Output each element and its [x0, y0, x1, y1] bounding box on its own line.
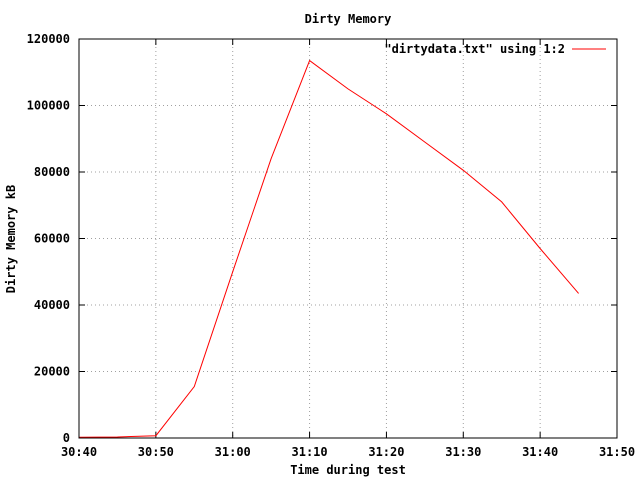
grid	[79, 39, 617, 438]
y-tick-label: 40000	[34, 298, 70, 312]
y-tick-label: 20000	[34, 365, 70, 379]
x-tick-label: 31:50	[599, 445, 635, 459]
plot-frame	[78, 38, 618, 439]
x-tick-label: 30:40	[61, 445, 97, 459]
legend-label: "dirtydata.txt" using 1:2	[384, 42, 565, 56]
y-axis-label: Dirty Memory kB	[4, 185, 18, 293]
y-tick-label: 0	[63, 431, 70, 445]
y-tick-label: 100000	[27, 99, 70, 113]
x-tick-label: 31:30	[445, 445, 481, 459]
x-tick-label: 31:40	[522, 445, 558, 459]
x-tick-label: 31:20	[368, 445, 404, 459]
x-tick-label: 30:50	[138, 445, 174, 459]
legend: "dirtydata.txt" using 1:2	[384, 42, 606, 56]
x-tick-label: 31:10	[292, 445, 328, 459]
chart-title: Dirty Memory	[305, 12, 392, 26]
y-tick-label: 120000	[27, 32, 70, 46]
x-axis-ticks: 30:40 30:50 31:00 31:10 31:20 31:30 31:40 31:50	[61, 39, 635, 459]
x-tick-label: 31:00	[215, 445, 251, 459]
series-line	[78, 59, 579, 438]
x-axis-label: Time during test	[290, 463, 406, 477]
y-tick-label: 60000	[34, 232, 70, 246]
y-tick-label: 80000	[34, 165, 70, 179]
series-lines	[78, 59, 579, 438]
